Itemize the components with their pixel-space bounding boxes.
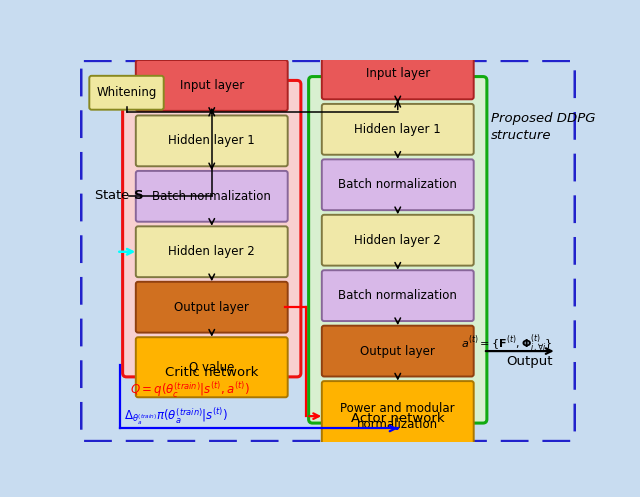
- FancyBboxPatch shape: [322, 215, 474, 265]
- Text: Critic network: Critic network: [165, 366, 259, 379]
- FancyBboxPatch shape: [81, 61, 575, 441]
- Text: Hidden layer 2: Hidden layer 2: [168, 245, 255, 258]
- Text: Power and modular
normalization: Power and modular normalization: [340, 402, 455, 430]
- Text: Proposed DDPG
structure: Proposed DDPG structure: [491, 112, 595, 142]
- FancyBboxPatch shape: [136, 337, 288, 397]
- Text: Output layer: Output layer: [360, 344, 435, 357]
- FancyBboxPatch shape: [136, 60, 288, 111]
- FancyBboxPatch shape: [136, 226, 288, 277]
- Text: Hidden layer 1: Hidden layer 1: [168, 134, 255, 148]
- FancyBboxPatch shape: [322, 326, 474, 377]
- Text: Input layer: Input layer: [180, 79, 244, 92]
- Text: Whitening: Whitening: [96, 86, 157, 99]
- Text: Batch normalization: Batch normalization: [339, 178, 457, 191]
- FancyBboxPatch shape: [136, 115, 288, 166]
- Text: Q value: Q value: [189, 361, 234, 374]
- Text: Batch normalization: Batch normalization: [339, 289, 457, 302]
- FancyBboxPatch shape: [136, 282, 288, 332]
- FancyBboxPatch shape: [322, 49, 474, 99]
- Text: $a^{(t)} = \{\mathbf{F}^{(t)}, \mathbf{\Phi}^{(t)}_{i,\forall i}\}$: $a^{(t)} = \{\mathbf{F}^{(t)}, \mathbf{\…: [461, 332, 553, 355]
- Text: Batch normalization: Batch normalization: [152, 190, 271, 203]
- FancyBboxPatch shape: [90, 76, 164, 110]
- FancyBboxPatch shape: [136, 171, 288, 222]
- FancyBboxPatch shape: [322, 381, 474, 451]
- Text: Input layer: Input layer: [365, 68, 430, 81]
- FancyBboxPatch shape: [322, 104, 474, 155]
- Text: Actor network: Actor network: [351, 413, 445, 425]
- FancyBboxPatch shape: [322, 160, 474, 210]
- Text: Output layer: Output layer: [174, 301, 249, 314]
- Text: $\Delta_{\theta_a^{(train)}} \pi(\theta_a^{(train)}|s^{(t)})$: $\Delta_{\theta_a^{(train)}} \pi(\theta_…: [124, 407, 228, 427]
- FancyBboxPatch shape: [123, 81, 301, 377]
- Text: Hidden layer 2: Hidden layer 2: [355, 234, 441, 247]
- FancyBboxPatch shape: [322, 270, 474, 321]
- Text: $Q = q(\theta_c^{(train)}|s^{(t)}, a^{(t)})$: $Q = q(\theta_c^{(train)}|s^{(t)}, a^{(t…: [131, 380, 250, 400]
- Text: Hidden layer 1: Hidden layer 1: [355, 123, 441, 136]
- Text: Output: Output: [506, 355, 553, 368]
- FancyBboxPatch shape: [308, 77, 487, 423]
- Text: State $\mathbf{S}$: State $\mathbf{S}$: [94, 189, 144, 202]
